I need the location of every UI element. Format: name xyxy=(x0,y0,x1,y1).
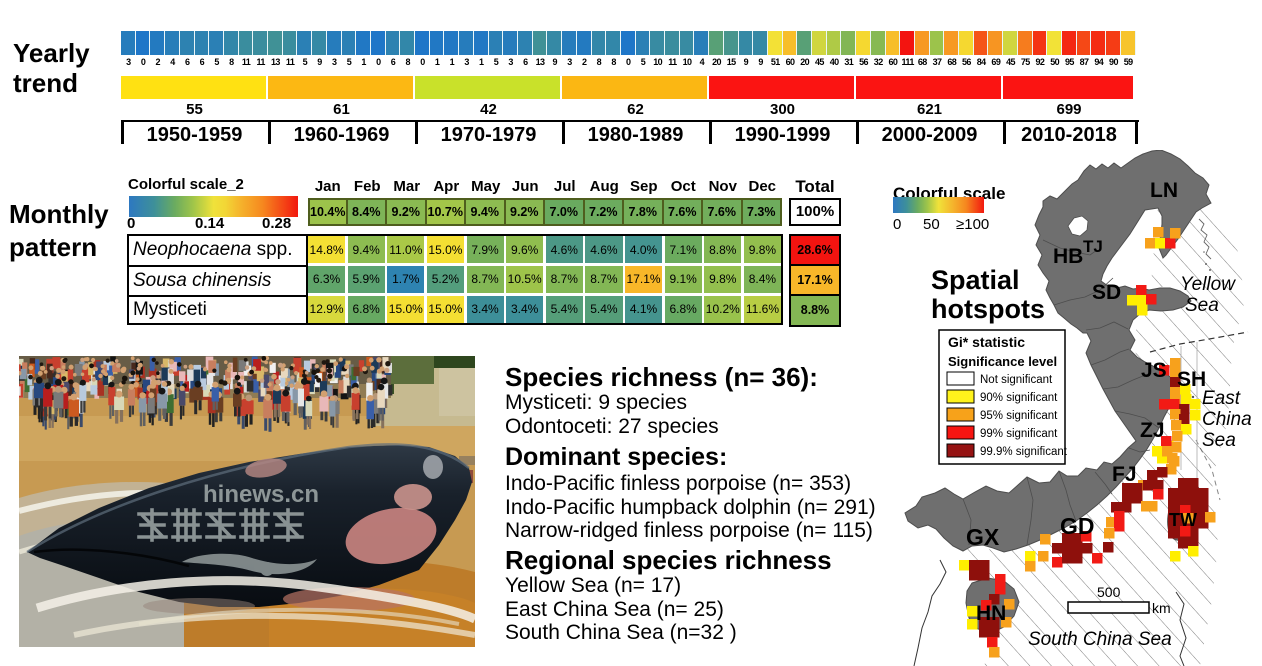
svg-text:China: China xyxy=(1202,409,1252,430)
svg-text:TW: TW xyxy=(1169,510,1197,530)
svg-text:HB: HB xyxy=(1053,245,1083,268)
svg-text:GX: GX xyxy=(966,524,1000,550)
svg-text:LN: LN xyxy=(1150,179,1178,202)
svg-text:Gi* statistic: Gi* statistic xyxy=(948,334,1025,350)
svg-text:Spatial: Spatial xyxy=(931,265,1020,295)
svg-text:ZJ: ZJ xyxy=(1140,419,1165,442)
svg-text:Not significant: Not significant xyxy=(980,374,1053,386)
svg-text:Significance level: Significance level xyxy=(948,354,1057,369)
svg-text:SH: SH xyxy=(1177,368,1206,391)
svg-text:FJ: FJ xyxy=(1112,463,1137,486)
svg-text:99% significant: 99% significant xyxy=(980,428,1058,440)
svg-text:GD: GD xyxy=(1060,513,1095,539)
svg-text:JS: JS xyxy=(1141,359,1167,382)
svg-text:99.9% significant: 99.9% significant xyxy=(980,446,1068,458)
svg-text:East: East xyxy=(1202,388,1241,409)
svg-text:HN: HN xyxy=(976,602,1006,625)
svg-text:50: 50 xyxy=(923,216,940,233)
svg-text:TJ: TJ xyxy=(1083,237,1103,256)
svg-text:South China Sea: South China Sea xyxy=(1028,629,1172,650)
svg-text:km: km xyxy=(1152,600,1171,616)
svg-text:90% significant: 90% significant xyxy=(980,392,1058,404)
svg-text:≥100: ≥100 xyxy=(956,216,989,233)
svg-text:500: 500 xyxy=(1097,584,1121,600)
svg-text:hinews.cn: hinews.cn xyxy=(203,481,319,508)
svg-text:Sea: Sea xyxy=(1185,295,1219,316)
svg-text:0: 0 xyxy=(893,216,901,233)
svg-text:SD: SD xyxy=(1092,281,1121,304)
svg-text:Yellow: Yellow xyxy=(1180,274,1236,295)
svg-text:Sea: Sea xyxy=(1202,430,1236,451)
svg-text:95% significant: 95% significant xyxy=(980,410,1058,422)
svg-text:hotspots: hotspots xyxy=(931,294,1045,324)
